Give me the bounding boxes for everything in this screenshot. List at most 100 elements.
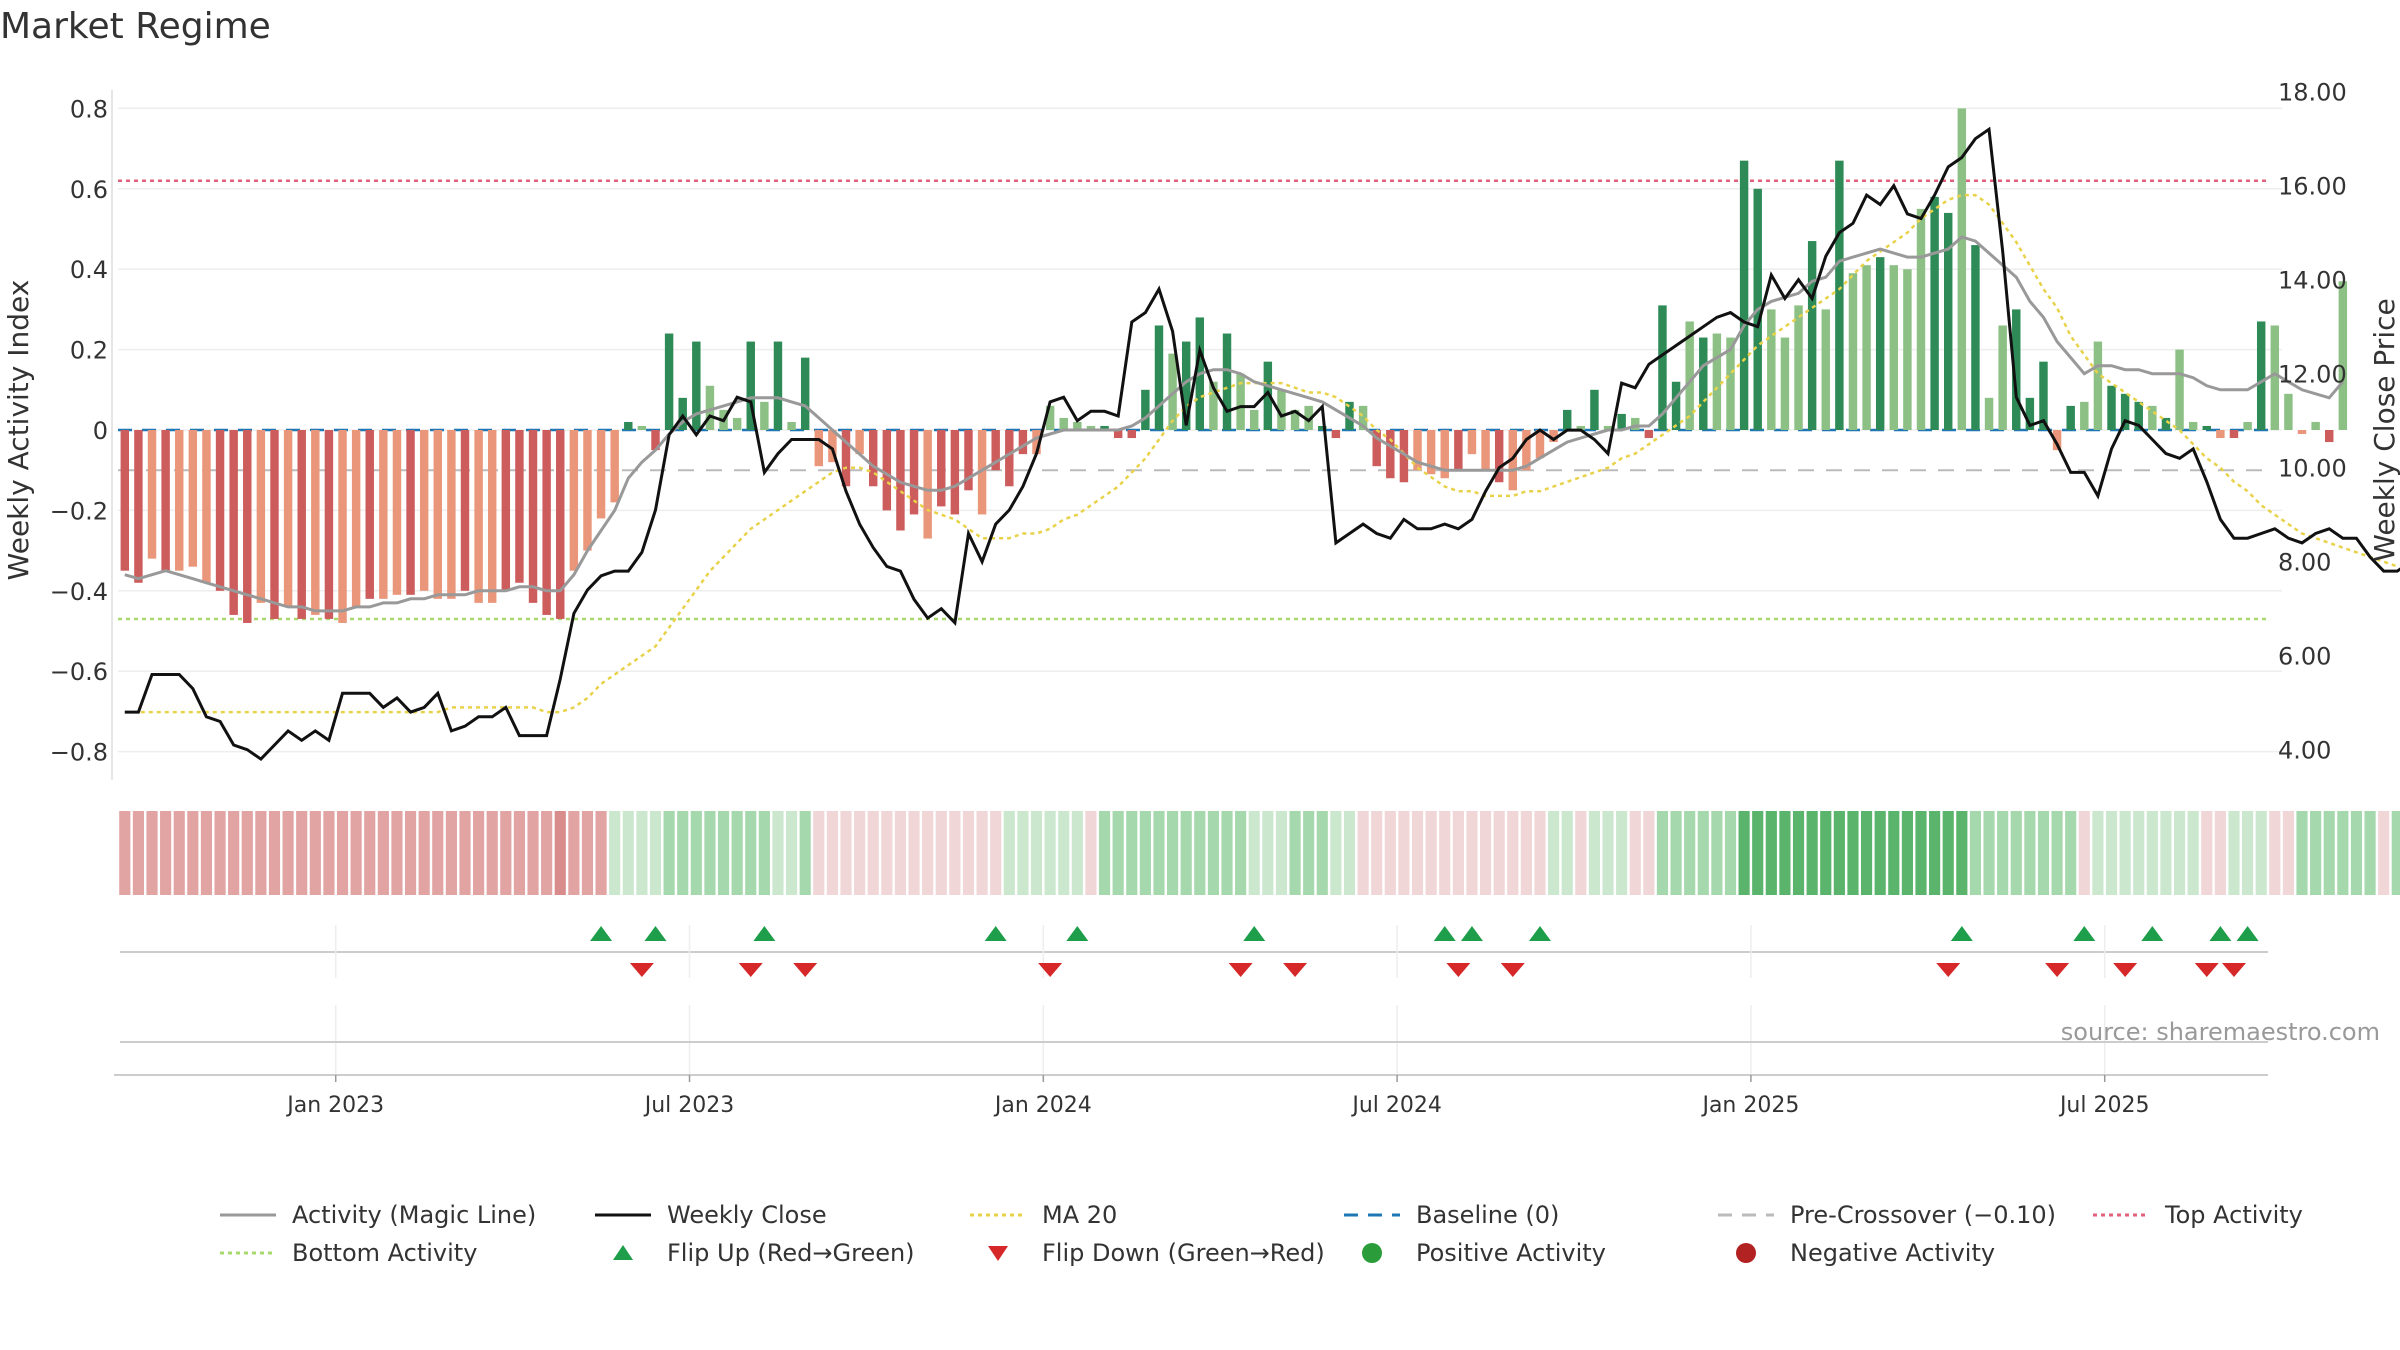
regime-cell [1792,811,1805,895]
regime-cell [336,811,349,895]
regime-cell [2269,811,2281,895]
regime-cell [132,811,144,895]
flip-down-marker [738,963,763,977]
activity-bar [1100,425,1109,430]
regime-cell [745,811,757,895]
regime-cell [1588,811,1601,895]
activity-bar [2202,425,2211,430]
regime-cell [1343,811,1356,895]
legend-label: Negative Activity [1790,1239,1996,1267]
regime-cell [2187,811,2199,895]
x-tick-label: Jan 2023 [285,1093,384,1118]
regime-cell [690,811,702,895]
regime-cell [595,811,607,895]
flip-down-marker [2045,963,2070,977]
regime-cell [282,811,294,895]
regime-cell [160,811,172,895]
regime-cell [1602,811,1614,895]
activity-bar [2188,421,2198,430]
regime-cell [1248,811,1260,895]
regime-cell [2296,811,2308,895]
flip-up-marker [2236,926,2259,941]
activity-bar [1821,309,1830,430]
activity-bar [1712,333,1722,430]
activity-bar [1154,325,1164,430]
activity-bar [909,430,919,515]
activity-bar [229,430,238,615]
activity-bar [2325,430,2334,443]
regime-cell [1384,811,1396,895]
regime-cell [881,811,893,895]
x-tick-label: Jul 2023 [643,1093,735,1118]
regime-cell [2378,811,2390,895]
legend-row-1: Activity (Magic Line) Weekly Close MA 20… [218,1196,2368,1234]
legend-label: Flip Up (Red→Green) [667,1239,915,1267]
regime-cell [2051,811,2063,895]
x-axis-ticks: Jan 2023 Jul 2023 Jan 2024 Jul 2024 Jan 2025… [285,1075,2149,1118]
regime-cell [1017,811,1029,895]
regime-cell [2228,811,2240,895]
activity-bar [624,421,633,430]
regime-cell [486,811,498,895]
regime-cell [1466,811,1478,895]
activity-bar [379,430,388,599]
activity-bar [1141,389,1150,430]
left-tick-label: 0 [93,417,108,445]
flip-down-marker [1446,963,1471,977]
activity-bar [964,430,973,491]
activity-bar [1045,405,1055,430]
flip-up-marker [1950,926,1973,941]
regime-cell [1874,811,1886,895]
regime-cell [1942,811,1954,895]
regime-cell [1779,811,1791,895]
activity-bar [1263,361,1273,430]
activity-bar [2229,430,2239,439]
regime-cell [704,811,716,895]
legend-label: Bottom Activity [292,1239,478,1267]
activity-bar [1318,425,1327,430]
regime-cell [1221,811,1233,895]
regime-cell [1711,811,1723,895]
activity-bar [2297,430,2307,435]
regime-cell [1860,811,1873,895]
flip-down-marker [2194,963,2219,977]
activity-bar [1440,430,1449,479]
activity-bar [2243,421,2252,430]
regime-cell [622,811,634,895]
left-tick-label: 0.8 [70,95,108,123]
legend-label: Activity (Magic Line) [292,1201,537,1229]
left-tick-label: −0.6 [50,658,108,686]
regime-cell [1071,811,1083,895]
flip-up-marker [2141,926,2164,941]
regime-cell [1915,811,1927,895]
regime-cell [119,811,131,895]
regime-cell [1126,811,1138,895]
activity-bar [1889,265,1899,430]
activity-bar [487,430,497,603]
activity-bar [1644,430,1654,439]
regime-cell [609,811,621,895]
activity-bar [501,430,511,591]
regime-cell [391,811,403,895]
activity-bar [474,430,483,603]
activity-bar [202,430,211,583]
activity-bars [120,108,2348,623]
regime-cell [173,811,185,895]
activity-bar [1930,196,1939,430]
activity-bar [1059,417,1068,430]
regime-cell [799,811,811,895]
activity-bar [1181,341,1191,430]
activity-bar [134,430,143,583]
activity-bar [760,401,769,430]
regime-cell [2337,811,2349,895]
activity-bar [814,430,824,467]
activity-bar [528,430,538,603]
regime-cell [1139,811,1151,895]
activity-bar [610,430,619,503]
flip-down-marker [1283,963,1308,977]
activity-bar [569,430,579,571]
activity-bar [2161,417,2171,430]
activity-bar [1236,373,1245,430]
activity-bar [2025,397,2035,430]
regime-cell [2255,811,2267,895]
